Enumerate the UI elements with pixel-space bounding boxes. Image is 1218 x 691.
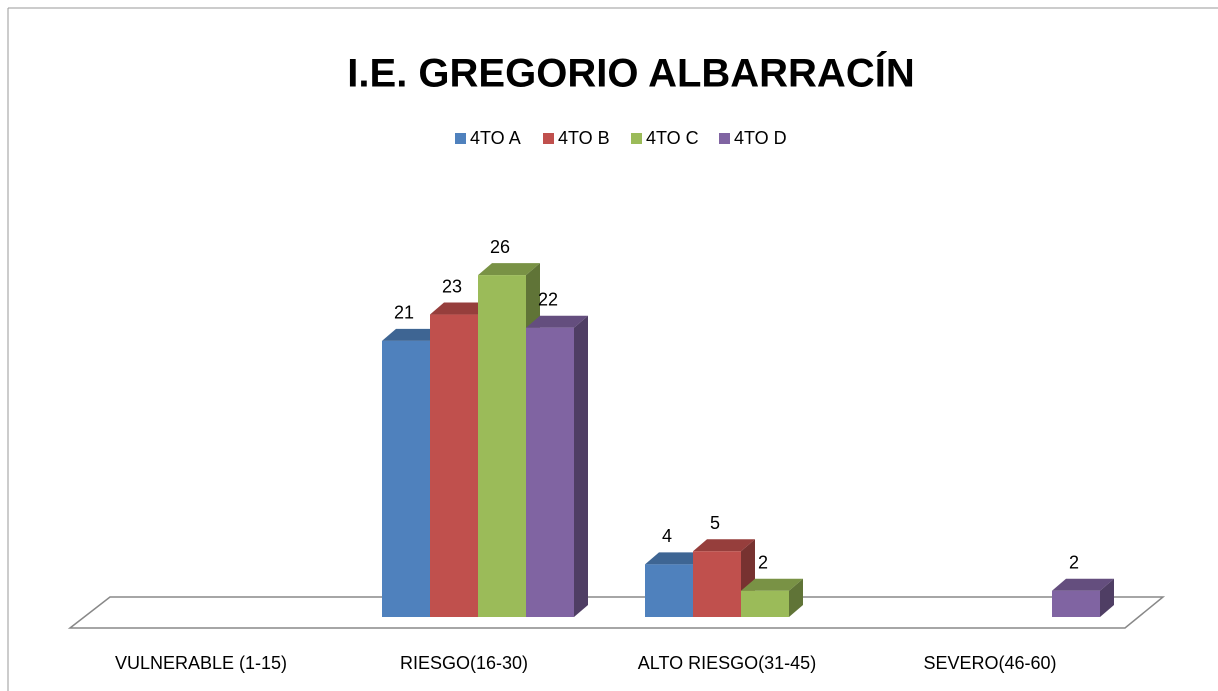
bar xyxy=(645,564,693,617)
legend-swatch xyxy=(455,133,466,144)
bar xyxy=(1052,590,1100,617)
bar-top xyxy=(741,578,803,591)
bar-side xyxy=(1100,578,1114,617)
data-label: 23 xyxy=(442,276,462,296)
legend-swatch xyxy=(543,133,554,144)
legend-label: 4TO D xyxy=(734,128,787,148)
bar-side xyxy=(574,315,588,617)
data-label: 2 xyxy=(1069,552,1079,572)
data-label: 5 xyxy=(710,513,720,533)
bar-top xyxy=(478,263,540,276)
chart-title: I.E. GREGORIO ALBARRACÍN xyxy=(347,51,914,96)
x-tick-label: RIESGO(16-30) xyxy=(400,653,528,673)
bar xyxy=(741,590,789,617)
data-label: 22 xyxy=(538,289,558,309)
bar-top xyxy=(645,552,707,565)
bar-top xyxy=(430,302,492,315)
legend-label: 4TO A xyxy=(470,128,521,148)
bar-top xyxy=(693,539,755,552)
bar xyxy=(478,275,526,617)
data-label: 26 xyxy=(490,237,510,257)
bar-top xyxy=(382,328,444,341)
data-label: 2 xyxy=(758,552,768,572)
bar xyxy=(430,314,478,617)
bar-top xyxy=(1052,578,1114,591)
data-label: 21 xyxy=(394,303,414,323)
bar-side xyxy=(789,578,803,617)
bar xyxy=(526,327,574,617)
floor xyxy=(67,596,1166,629)
bar xyxy=(382,340,430,617)
legend-label: 4TO C xyxy=(646,128,699,148)
data-label: 4 xyxy=(662,526,672,546)
x-tick-label: SEVERO(46-60) xyxy=(923,653,1056,673)
x-tick-label: ALTO RIESGO(31-45) xyxy=(638,653,816,673)
bar xyxy=(693,551,741,617)
x-tick-label: VULNERABLE (1-15) xyxy=(115,653,287,673)
legend-swatch xyxy=(631,133,642,144)
bar-top xyxy=(526,315,588,328)
legend-swatch xyxy=(719,133,730,144)
legend-label: 4TO B xyxy=(558,128,610,148)
